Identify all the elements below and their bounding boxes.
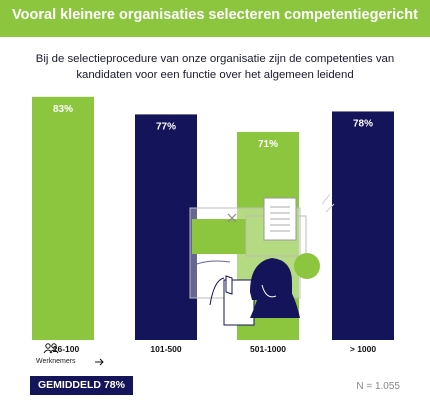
category-label: 101-500	[150, 344, 181, 354]
people-icon	[43, 343, 59, 354]
chart-subtitle: Bij de selectieprocedure van onze organi…	[35, 53, 395, 81]
office-illustration	[167, 193, 335, 326]
category-label: > 1000	[350, 344, 377, 354]
close-icon	[227, 213, 237, 223]
werknemers-label: Werknemers	[36, 358, 76, 365]
bar-4	[332, 111, 394, 341]
category-label: 501-1000	[250, 344, 286, 354]
bar-value-label: 83%	[53, 104, 73, 115]
bar-1	[32, 96, 94, 340]
bar-2	[135, 114, 197, 340]
bar-value-label: 77%	[156, 121, 176, 132]
chart-title: Vooral kleinere organisaties selecteren …	[12, 7, 418, 23]
average-badge: GEMIDDELD 78%	[30, 376, 133, 395]
header-bar	[0, 0, 430, 37]
category-label: 26-100	[53, 344, 80, 354]
bar-value-label: 71%	[258, 139, 278, 150]
sample-size-label: N = 1.055	[356, 381, 400, 392]
bar-value-label: 78%	[353, 118, 373, 129]
category-labels-group: 83% 77% 71% 78% 26-100 101-500 501-1000 > 1000 W…	[36, 104, 377, 366]
arrow-right-icon	[95, 358, 104, 366]
